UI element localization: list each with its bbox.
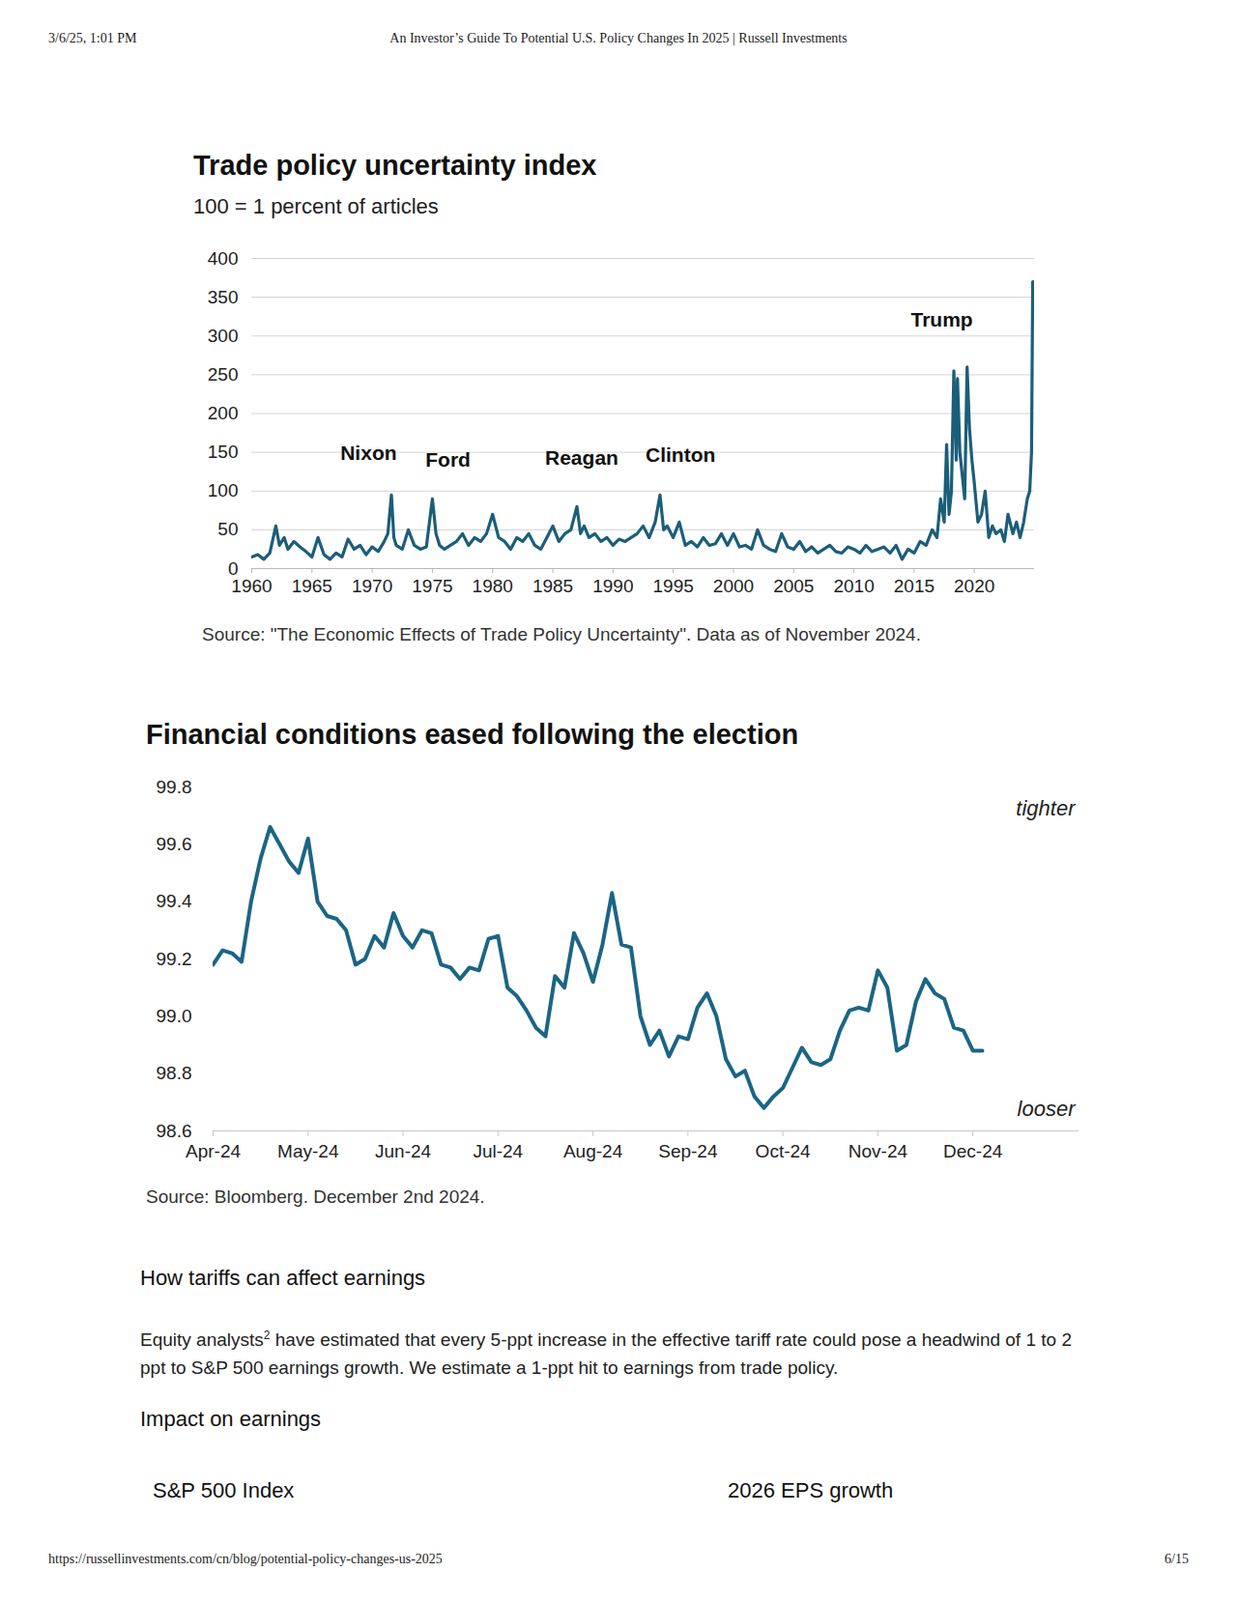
- html-text:2026 EPS growth: 2026 EPS growth: [727, 1478, 894, 1503]
- html-text:3/6/25, 1:01 PM: 3/6/25, 1:01 PM: [48, 30, 137, 46]
- svg-text:400: 400: [207, 248, 239, 269]
- html-text:How tariffs can affect earning: How tariffs can affect earnings: [140, 1265, 426, 1291]
- html-text:https://russellinvestments.com: https://russellinvestments.com/cn/blog/p…: [48, 1552, 443, 1567]
- svg-text:Reagan: Reagan: [545, 446, 619, 469]
- svg-text:looser: looser: [1017, 1096, 1078, 1122]
- svg-text:Aug-24: Aug-24: [563, 1141, 624, 1162]
- svg-text:150: 150: [207, 441, 239, 462]
- svg-text:2010: 2010: [833, 575, 874, 597]
- svg-text:1960: 1960: [230, 575, 272, 597]
- svg-text:0: 0: [228, 558, 239, 579]
- html-text:Impact on earnings: Impact on earnings: [140, 1407, 321, 1432]
- svg-text:1970: 1970: [351, 575, 393, 597]
- svg-text:98.8: 98.8: [156, 1063, 193, 1084]
- svg-text:99.8: 99.8: [156, 776, 193, 798]
- svg-text:99.6: 99.6: [156, 834, 193, 855]
- svg-text:50: 50: [217, 518, 238, 540]
- html-text:Trade policy uncertainty index: Trade policy uncertainty index: [193, 149, 597, 181]
- svg-text:Ford: Ford: [425, 448, 471, 471]
- svg-text:1995: 1995: [653, 575, 694, 597]
- html-text:Equity analysts2have estimated: Equity analysts2have estimated that ever…: [140, 1328, 1072, 1379]
- svg-text:98.6: 98.6: [156, 1121, 193, 1142]
- html-text:S&P 500 Index: S&P 500 Index: [152, 1478, 295, 1503]
- svg-text:Sep-24: Sep-24: [658, 1141, 719, 1162]
- svg-text:300: 300: [207, 325, 239, 346]
- html-text:100 = 1 percent of articles: 100 = 1 percent of articles: [193, 194, 439, 219]
- html-text:Financial conditions eased fol: Financial conditions eased following the…: [145, 719, 799, 750]
- svg-text:1975: 1975: [411, 575, 453, 597]
- svg-text:2005: 2005: [773, 575, 814, 597]
- svg-text:2015: 2015: [893, 575, 935, 597]
- html-text:6/15: 6/15: [1164, 1552, 1189, 1567]
- svg-text:May-24: May-24: [277, 1141, 340, 1162]
- svg-text:99.0: 99.0: [156, 1006, 193, 1027]
- svg-text:200: 200: [207, 402, 239, 424]
- svg-text:1985: 1985: [532, 575, 574, 597]
- svg-text:Oct-24: Oct-24: [755, 1141, 811, 1162]
- svg-text:99.4: 99.4: [156, 891, 193, 912]
- html-text:Source: Bloomberg. December 2n: Source: Bloomberg. December 2nd 2024.: [145, 1186, 485, 1208]
- svg-text:1965: 1965: [291, 575, 333, 597]
- svg-text:Clinton: Clinton: [645, 443, 716, 466]
- svg-text:Nov-24: Nov-24: [848, 1141, 909, 1162]
- svg-text:100: 100: [207, 480, 239, 501]
- svg-text:Apr-24: Apr-24: [185, 1141, 241, 1162]
- html-text:An Investor’s Guide To Potenti: An Investor’s Guide To Potential U.S. Po…: [389, 30, 848, 46]
- html-text:Source: "The Economic Effects: Source: "The Economic Effects of Trade P…: [201, 624, 921, 645]
- svg-text:Nixon: Nixon: [340, 441, 397, 464]
- svg-text:Jul-24: Jul-24: [472, 1141, 523, 1162]
- svg-text:2020: 2020: [953, 575, 995, 597]
- svg-text:tighter: tighter: [1015, 796, 1077, 821]
- svg-text:1980: 1980: [472, 575, 514, 597]
- svg-text:Trump: Trump: [910, 308, 973, 331]
- svg-text:Dec-24: Dec-24: [943, 1141, 1004, 1162]
- svg-text:250: 250: [207, 364, 239, 385]
- svg-text:350: 350: [207, 287, 239, 308]
- svg-text:1990: 1990: [592, 575, 633, 597]
- svg-text:2000: 2000: [713, 575, 754, 597]
- svg-text:Jun-24: Jun-24: [374, 1141, 432, 1162]
- svg-text:99.2: 99.2: [156, 949, 193, 970]
